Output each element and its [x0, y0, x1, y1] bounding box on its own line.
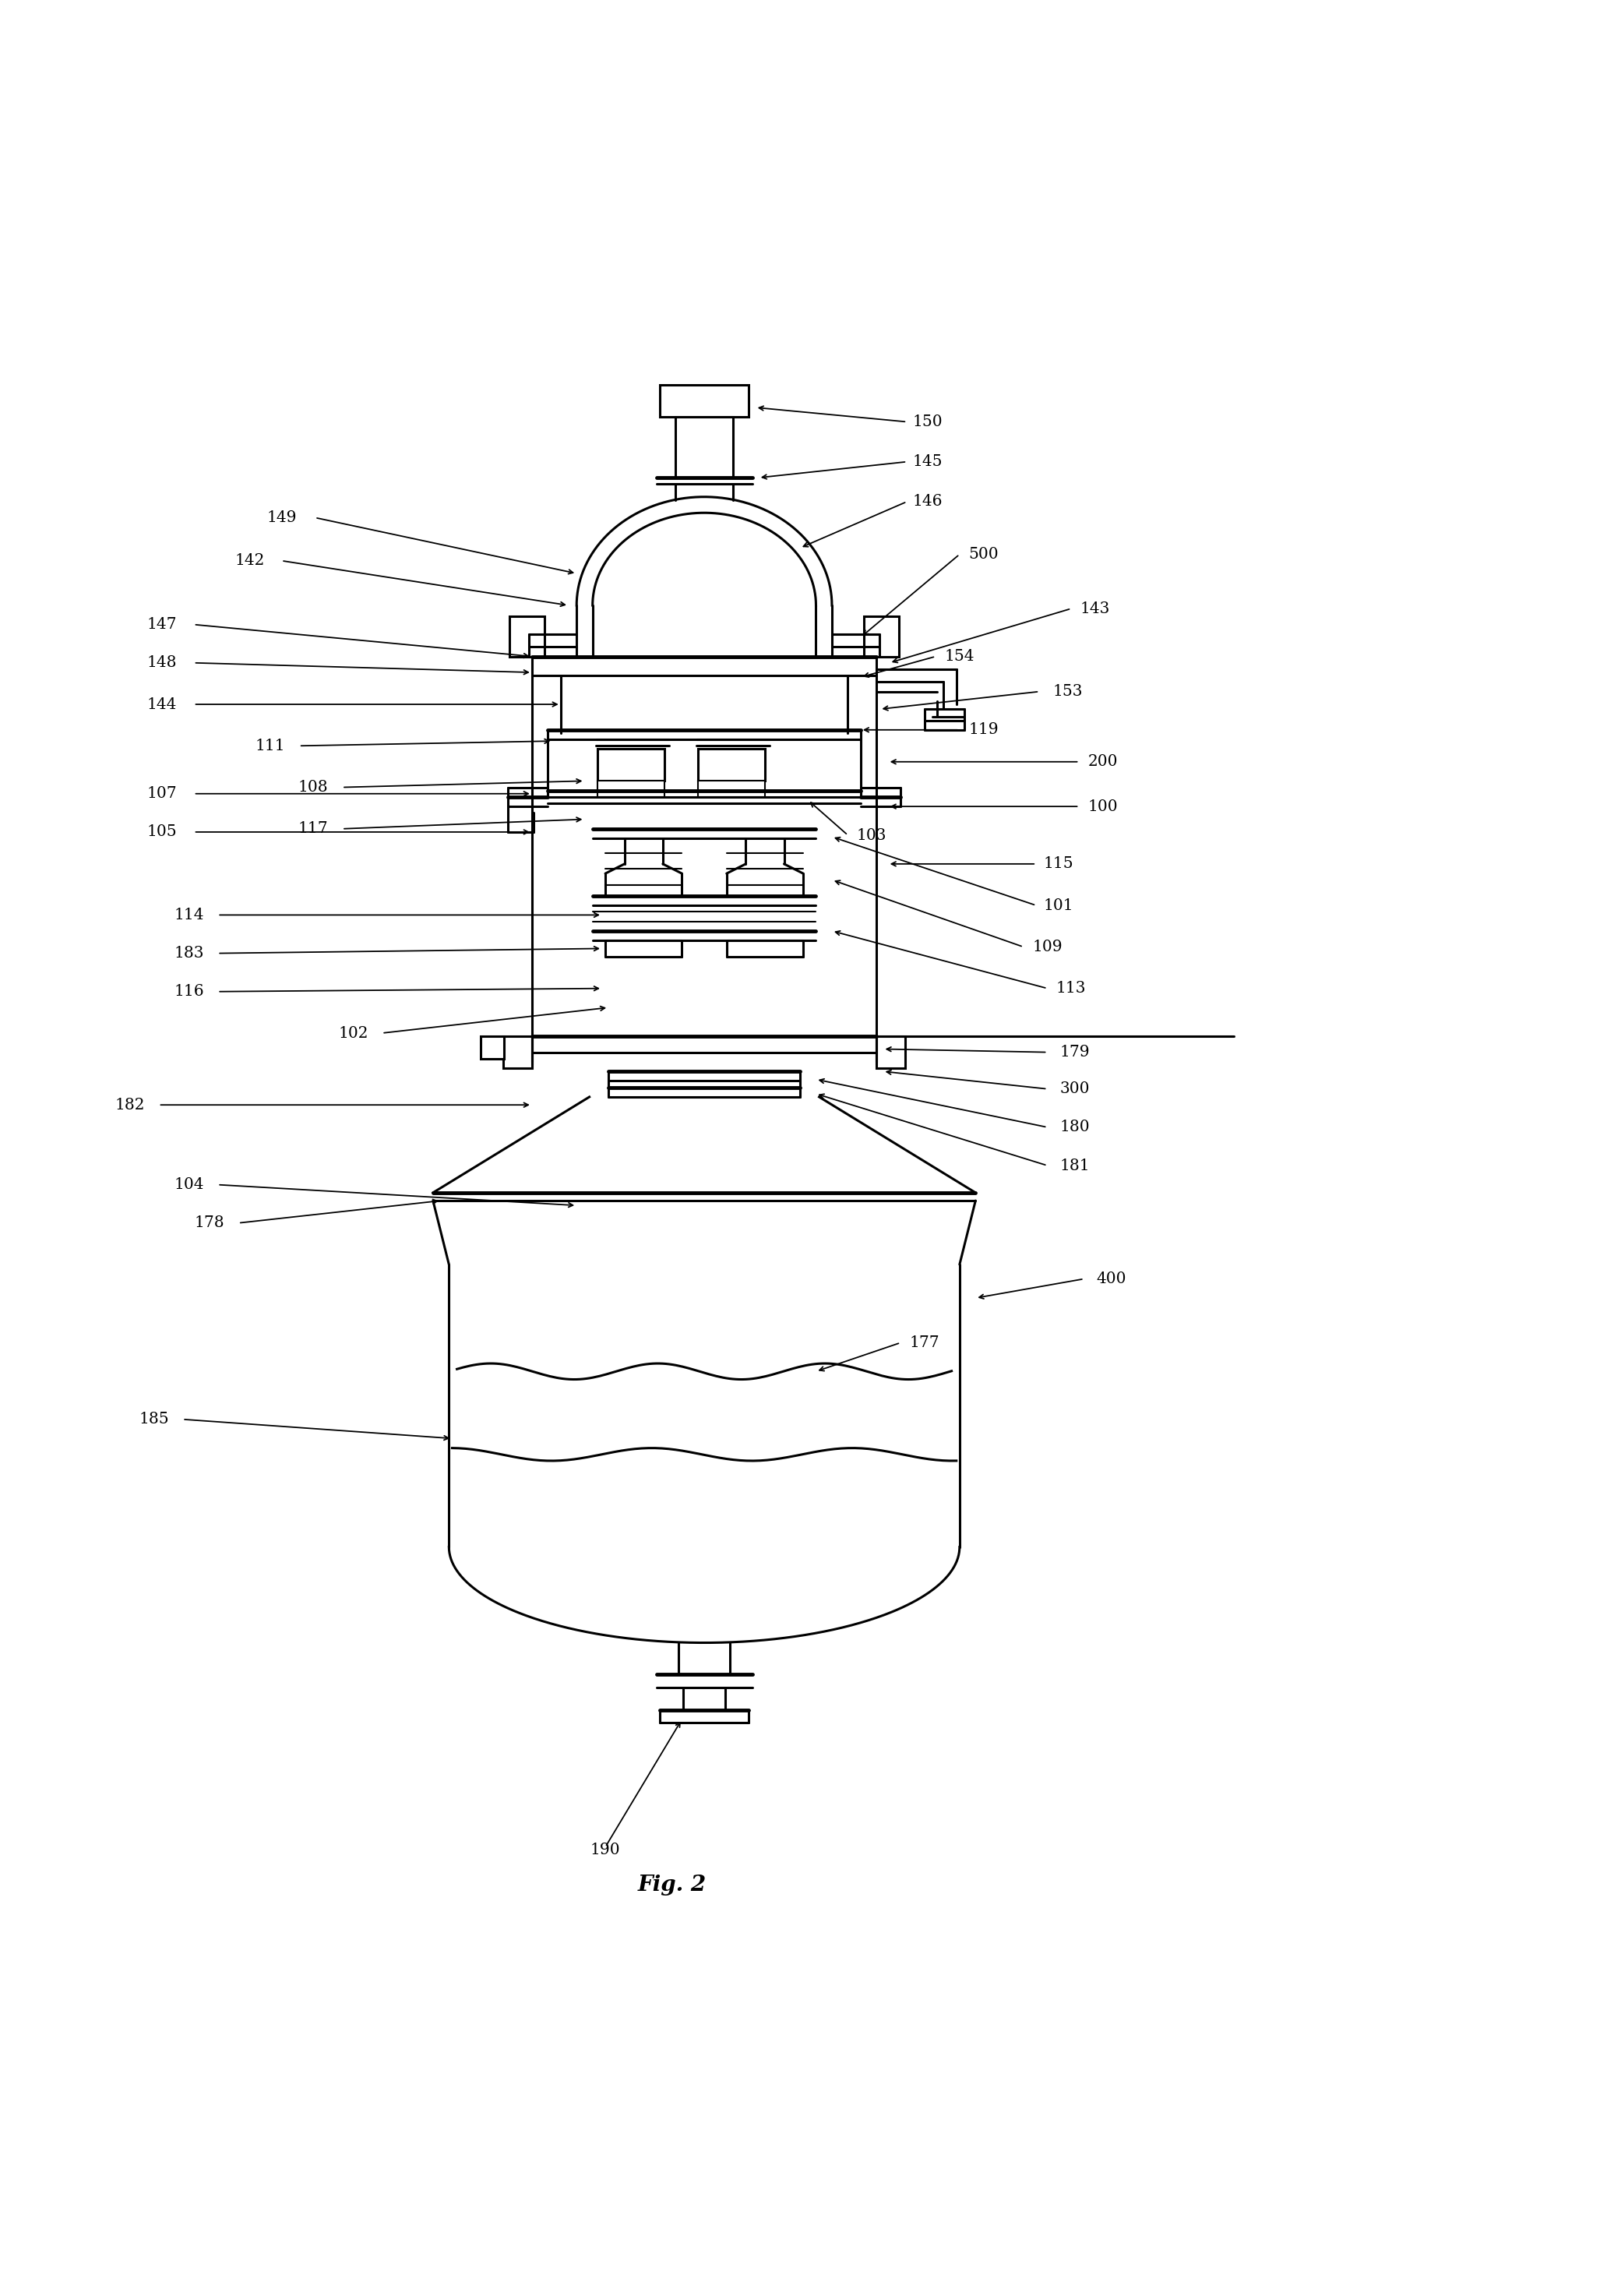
Text: 101: 101	[1043, 898, 1074, 914]
Text: 500: 500	[968, 546, 998, 563]
Text: 105: 105	[147, 824, 176, 840]
Text: 145: 145	[912, 455, 942, 468]
Text: 114: 114	[174, 907, 203, 923]
Text: 109: 109	[1032, 939, 1062, 955]
Text: 111: 111	[254, 739, 285, 753]
Bar	[864, 618, 899, 657]
Text: 178: 178	[195, 1215, 224, 1231]
Text: 100: 100	[1088, 799, 1118, 813]
Text: 103: 103	[858, 829, 886, 843]
Bar	[482, 1035, 504, 1058]
Text: 113: 113	[1056, 980, 1086, 996]
Text: 116: 116	[174, 985, 203, 999]
Text: 142: 142	[235, 553, 264, 567]
Bar	[504, 1035, 531, 1068]
Bar	[675, 418, 733, 478]
Text: 185: 185	[139, 1412, 168, 1426]
Text: 148: 148	[147, 654, 176, 670]
Text: 182: 182	[115, 1097, 146, 1111]
Text: 119: 119	[968, 723, 998, 737]
Text: 102: 102	[338, 1026, 368, 1040]
Text: 146: 146	[912, 494, 942, 510]
Text: 144: 144	[147, 698, 176, 712]
Text: 300: 300	[1059, 1081, 1090, 1097]
Text: 400: 400	[1096, 1272, 1126, 1286]
Text: 183: 183	[174, 946, 203, 960]
Text: 153: 153	[1053, 684, 1083, 698]
Bar	[597, 748, 664, 781]
Text: 107: 107	[147, 785, 176, 801]
Text: 180: 180	[1059, 1120, 1090, 1134]
Text: 143: 143	[1080, 602, 1110, 615]
Text: 147: 147	[147, 618, 176, 631]
Bar	[698, 781, 765, 797]
Text: 115: 115	[1043, 856, 1074, 870]
Bar	[877, 1035, 906, 1068]
Bar	[509, 618, 544, 657]
Bar	[597, 781, 664, 797]
Text: 179: 179	[1059, 1045, 1090, 1061]
Bar	[698, 748, 765, 781]
Text: 149: 149	[267, 510, 296, 526]
Bar	[659, 386, 749, 418]
Text: 181: 181	[1059, 1157, 1090, 1173]
Text: 104: 104	[174, 1178, 203, 1192]
Text: 154: 154	[944, 650, 974, 664]
Text: 200: 200	[1088, 755, 1118, 769]
Text: Fig. 2: Fig. 2	[638, 1876, 707, 1896]
Text: 150: 150	[912, 416, 942, 429]
Text: 117: 117	[298, 822, 328, 836]
Text: 190: 190	[590, 1844, 621, 1857]
Text: 108: 108	[298, 781, 328, 794]
Text: 177: 177	[909, 1336, 939, 1350]
